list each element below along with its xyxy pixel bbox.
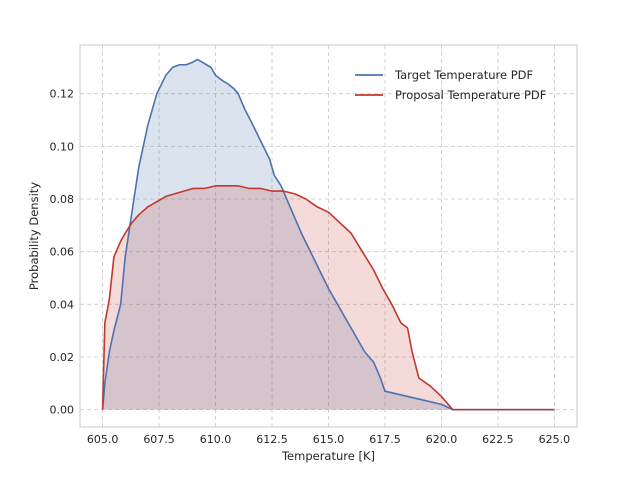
y-tick-label: 0.04 — [50, 298, 75, 311]
y-tick-label: 0.02 — [50, 351, 75, 364]
x-tick-label: 612.5 — [256, 433, 288, 446]
y-tick-label: 0.12 — [50, 88, 75, 101]
y-tick-labels: 0.00 0.02 0.04 0.06 0.08 0.10 0.12 — [50, 88, 75, 417]
series-areas — [102, 59, 555, 410]
x-tick-label: 605.0 — [87, 433, 119, 446]
y-tick-label: 0.06 — [50, 246, 75, 259]
x-tick-label: 617.5 — [369, 433, 401, 446]
plot-frame — [79, 44, 578, 428]
x-axis-label: Temperature [K] — [281, 449, 375, 463]
proposal-pdf-area — [102, 185, 555, 410]
x-tick-label: 607.5 — [143, 433, 175, 446]
x-tick-label: 622.5 — [482, 433, 514, 446]
legend-label: Proposal Temperature PDF — [395, 88, 546, 102]
target-pdf-area — [102, 59, 555, 410]
x-tick-label: 620.0 — [426, 433, 458, 446]
x-tick-label: 625.0 — [539, 433, 571, 446]
y-tick-label: 0.00 — [50, 404, 75, 417]
series-lines — [101, 58, 555, 411]
proposal-pdf-line — [101, 185, 555, 411]
y-tick-label: 0.10 — [50, 140, 75, 153]
legend: Target Temperature PDF Proposal Temperatu… — [355, 68, 546, 102]
legend-label: Target Temperature PDF — [394, 68, 533, 82]
x-tick-label: 615.0 — [313, 433, 345, 446]
x-tick-label: 610.0 — [200, 433, 232, 446]
target-pdf-line — [101, 58, 555, 411]
y-axis-label: Probability Density — [27, 182, 41, 290]
y-tick-label: 0.08 — [50, 193, 75, 206]
x-tick-labels: 605.0 607.5 610.0 612.5 615.0 617.5 620.0 622.5… — [87, 433, 570, 446]
